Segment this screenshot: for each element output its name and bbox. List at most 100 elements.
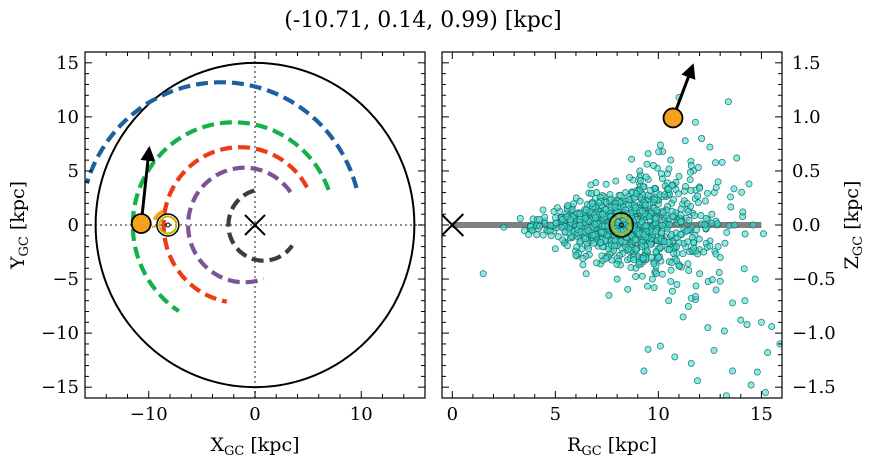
star-point — [588, 199, 596, 207]
star-point — [638, 207, 646, 215]
star-point — [573, 243, 581, 251]
star-point — [739, 208, 747, 216]
object-marker — [130, 213, 152, 234]
y-tick-label: −1.0 — [792, 323, 836, 344]
y-tick-label: 0 — [68, 215, 79, 236]
star-point — [702, 197, 709, 205]
star-point — [694, 192, 702, 200]
star-point — [673, 281, 681, 288]
star-point — [643, 160, 651, 168]
star-point — [716, 277, 724, 285]
star-point — [669, 212, 677, 220]
sun-outer-ring — [156, 213, 180, 237]
star-point — [632, 273, 640, 280]
star-point — [693, 226, 700, 234]
orbit-arc-3 — [161, 145, 309, 304]
star-point — [567, 216, 575, 224]
star-point — [730, 185, 738, 193]
orbit-arc-1 — [85, 80, 359, 189]
star-point — [738, 188, 746, 196]
star-point — [659, 209, 667, 217]
star-point — [684, 303, 692, 310]
star-point — [667, 277, 675, 285]
star-point — [694, 377, 701, 385]
star-point — [579, 261, 587, 269]
star-point — [579, 255, 587, 263]
star-point — [570, 200, 577, 208]
star-point — [724, 98, 732, 106]
star-point — [708, 210, 716, 218]
star-point — [660, 238, 668, 245]
star-point — [536, 222, 543, 230]
star-point — [602, 180, 610, 188]
sun-center-dot-rz — [618, 222, 624, 228]
star-point — [593, 259, 600, 267]
star-point — [611, 242, 618, 250]
star-point — [740, 265, 748, 273]
star-point — [652, 270, 660, 278]
star-point — [617, 237, 625, 245]
star-point — [642, 173, 650, 181]
star-point — [650, 260, 658, 268]
star-point — [642, 222, 650, 230]
star-point — [624, 285, 632, 293]
star-point — [576, 221, 584, 229]
star-point — [701, 221, 709, 229]
right-xlabel-text: RGC [kpc] — [567, 434, 657, 459]
star-point — [551, 245, 559, 253]
galactic-center-marker — [244, 214, 266, 236]
star-point — [614, 218, 622, 226]
y-tick-label: −1.5 — [792, 377, 836, 398]
star-point — [706, 242, 714, 250]
star-point — [602, 255, 610, 263]
star-point — [685, 216, 693, 224]
sun-outer-ring-rz — [608, 212, 635, 238]
star-point — [718, 158, 726, 166]
left-ylabel-text: YGC [kpc] — [7, 181, 32, 270]
star-point — [694, 199, 702, 207]
star-point — [592, 214, 599, 222]
star-point — [589, 231, 597, 239]
star-point — [655, 148, 663, 156]
star-point — [684, 260, 692, 268]
star-point — [745, 180, 753, 188]
y-tick-label: 1.5 — [792, 53, 821, 74]
star-point — [516, 215, 524, 222]
star-point — [686, 176, 694, 184]
x-tick-label: 10 — [647, 404, 670, 425]
star-point — [706, 143, 714, 151]
star-point — [729, 299, 736, 307]
star-point — [727, 193, 734, 201]
star-point — [539, 206, 547, 214]
star-point — [559, 236, 567, 244]
star-point — [753, 368, 761, 376]
y-tick-label: −5 — [52, 269, 79, 290]
star-point — [696, 184, 704, 192]
star-point — [576, 197, 584, 205]
star-point — [764, 349, 772, 357]
star-point — [613, 275, 621, 283]
y-tick-label: 15 — [56, 53, 79, 74]
star-point — [656, 342, 664, 350]
star-point — [661, 191, 668, 199]
star-point — [677, 218, 685, 226]
star-point — [665, 165, 673, 173]
star-point — [689, 238, 697, 246]
star-point — [671, 353, 679, 361]
star-point — [553, 204, 561, 212]
star-point — [528, 226, 536, 234]
star-point — [768, 323, 776, 331]
star-point — [597, 239, 604, 247]
star-point — [670, 250, 678, 258]
figure-title: (-10.71, 0.14, 0.99) [kpc] — [284, 8, 561, 33]
star-point — [675, 172, 683, 180]
star-point — [677, 205, 685, 213]
star-point — [650, 195, 658, 203]
star-point — [741, 297, 749, 305]
star-point — [712, 184, 720, 192]
y-tick-label: 1.0 — [792, 107, 821, 128]
star-point — [679, 313, 687, 321]
star-point — [685, 267, 693, 274]
star-point — [581, 214, 589, 222]
star-point — [692, 292, 699, 300]
